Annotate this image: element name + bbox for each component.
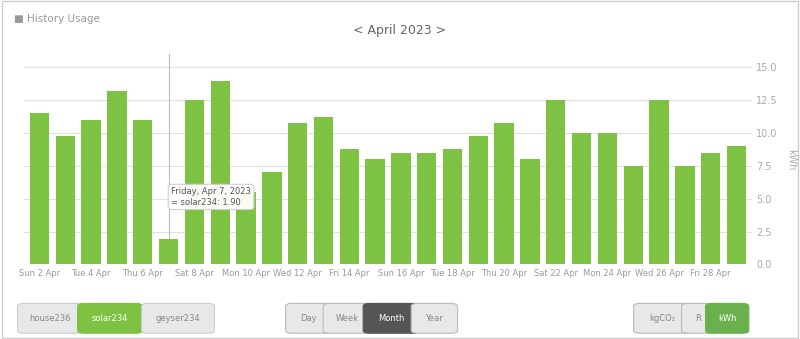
Bar — [520, 159, 540, 264]
Bar — [107, 91, 126, 264]
Bar — [339, 149, 359, 264]
Bar — [598, 133, 617, 264]
Bar — [675, 166, 694, 264]
Bar — [314, 117, 333, 264]
Text: kgCO₂: kgCO₂ — [649, 314, 675, 323]
Bar — [701, 153, 720, 264]
Bar — [288, 122, 307, 264]
Text: solar234: solar234 — [92, 314, 128, 323]
Text: kWh: kWh — [718, 314, 737, 323]
Bar — [391, 153, 410, 264]
Bar — [159, 239, 178, 264]
Bar — [133, 120, 153, 264]
Text: Week: Week — [336, 314, 359, 323]
Bar — [56, 136, 75, 264]
Text: ■ History Usage: ■ History Usage — [14, 14, 100, 23]
Bar — [417, 153, 437, 264]
Text: Friday, Apr 7, 2023
= solar234: 1.90: Friday, Apr 7, 2023 = solar234: 1.90 — [171, 187, 251, 206]
Bar — [572, 133, 591, 264]
Bar — [366, 159, 385, 264]
Bar — [82, 120, 101, 264]
Text: < April 2023 >: < April 2023 > — [354, 24, 446, 37]
Y-axis label: kWh: kWh — [786, 148, 796, 170]
Text: R: R — [695, 314, 701, 323]
Text: house236: house236 — [30, 314, 70, 323]
Text: Month: Month — [378, 314, 405, 323]
Bar — [469, 136, 488, 264]
Bar — [546, 100, 566, 264]
Bar — [262, 173, 282, 264]
Bar — [727, 146, 746, 264]
Bar — [494, 122, 514, 264]
Bar — [30, 113, 49, 264]
Bar — [623, 166, 643, 264]
Text: Year: Year — [426, 314, 443, 323]
Bar — [236, 192, 256, 264]
Bar — [443, 149, 462, 264]
Bar — [650, 100, 669, 264]
Bar — [185, 100, 204, 264]
Text: geyser234: geyser234 — [156, 314, 200, 323]
Bar — [210, 80, 230, 264]
Text: Day: Day — [301, 314, 317, 323]
